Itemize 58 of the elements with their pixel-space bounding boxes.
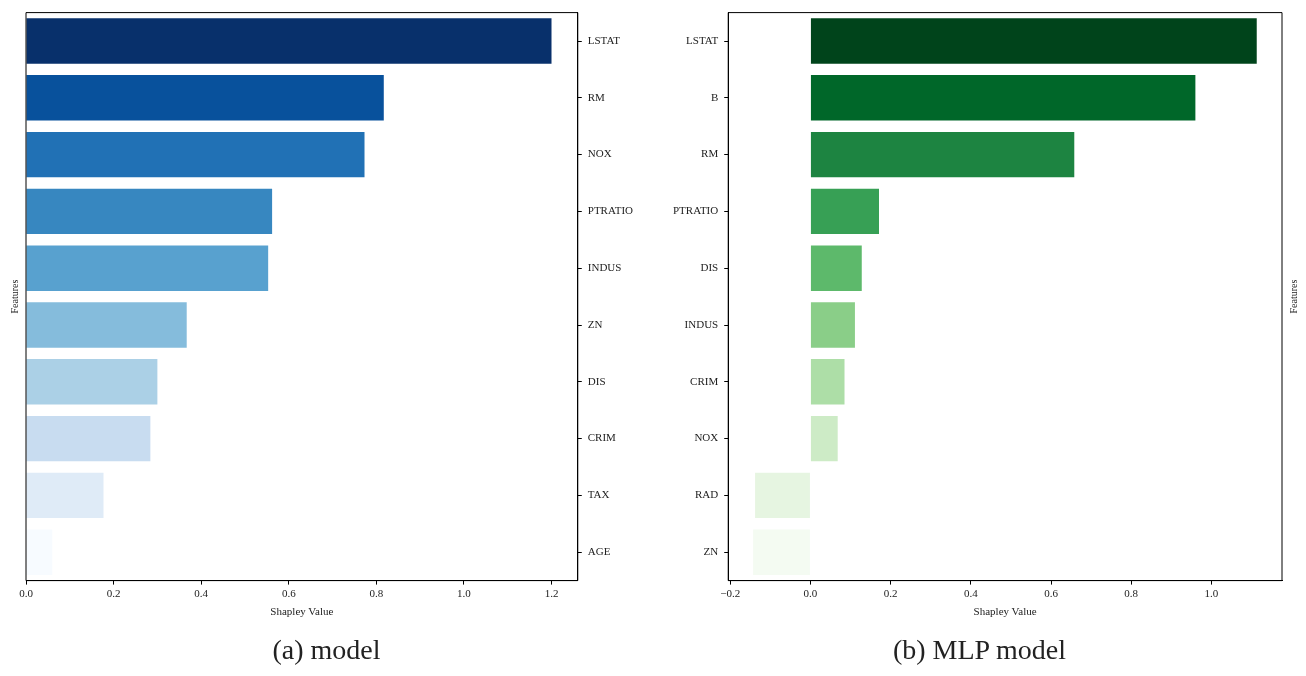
y-tick-label: CRIM xyxy=(690,374,719,387)
x-tick-label: −0.2 xyxy=(720,587,741,600)
bar xyxy=(26,472,104,519)
x-tick-label: 0.0 xyxy=(803,587,818,600)
x-tick-label: 0.8 xyxy=(1124,587,1139,600)
x-tick-label: 0.4 xyxy=(963,587,979,600)
y-tick-label: ZN xyxy=(587,317,603,330)
bar xyxy=(810,359,845,405)
y-tick-label: CRIM xyxy=(587,431,617,444)
y-tick-label: NOX xyxy=(587,147,612,160)
bar xyxy=(26,302,187,348)
bar xyxy=(810,245,862,291)
bar xyxy=(26,415,151,462)
y-tick-label: LSTAT xyxy=(587,33,621,46)
y-tick-label: INDUS xyxy=(684,317,719,330)
y-axis-title: Features xyxy=(8,279,20,314)
x-axis-title: Shapley Value xyxy=(270,605,334,618)
x-tick-label: 1.0 xyxy=(1204,587,1219,600)
text: (a) model xyxy=(271,634,382,666)
bar xyxy=(755,472,810,519)
bar xyxy=(810,188,879,235)
x-tick-label: 0.2 xyxy=(883,587,898,600)
y-tick-label: INDUS xyxy=(587,261,622,274)
y-tick-label: ZN xyxy=(703,545,719,558)
bar xyxy=(26,188,273,235)
y-tick-label: DIS xyxy=(587,374,606,387)
bar xyxy=(810,302,855,348)
y-tick-label: B xyxy=(710,90,719,103)
bar xyxy=(26,359,158,405)
y-tick-label: TAX xyxy=(587,488,610,501)
text: (b) MLP model xyxy=(891,634,1068,666)
bar xyxy=(810,131,1075,178)
y-tick-label: DIS xyxy=(700,261,719,274)
x-tick-label: 0.2 xyxy=(106,587,121,600)
y-tick-label: AGE xyxy=(587,545,611,558)
y-axis-title: Features xyxy=(1287,279,1299,314)
bar xyxy=(26,131,365,178)
x-axis-title: Shapley Value xyxy=(973,605,1037,618)
bar xyxy=(810,18,1257,64)
x-tick-label: 1.0 xyxy=(457,587,472,600)
bar xyxy=(26,75,384,121)
x-tick-label: 0.6 xyxy=(1044,587,1059,600)
y-tick-label: RAD xyxy=(694,488,719,501)
y-tick-label: NOX xyxy=(694,431,719,444)
y-tick-label: LSTAT xyxy=(686,33,719,46)
bar xyxy=(26,245,269,291)
x-tick-label: 0.4 xyxy=(194,587,209,600)
bar xyxy=(810,75,1196,121)
y-tick-label: PTRATIO xyxy=(587,204,634,217)
y-tick-label: RM xyxy=(587,90,606,103)
x-tick-label: 0.0 xyxy=(19,587,34,600)
y-tick-label: PTRATIO xyxy=(672,204,719,217)
x-tick-label: 0.6 xyxy=(281,587,297,600)
y-tick-label: RM xyxy=(701,147,719,160)
x-tick-label: 0.8 xyxy=(369,587,384,600)
x-tick-label: 1.2 xyxy=(544,587,559,600)
bar xyxy=(26,18,552,64)
bar xyxy=(810,415,838,462)
